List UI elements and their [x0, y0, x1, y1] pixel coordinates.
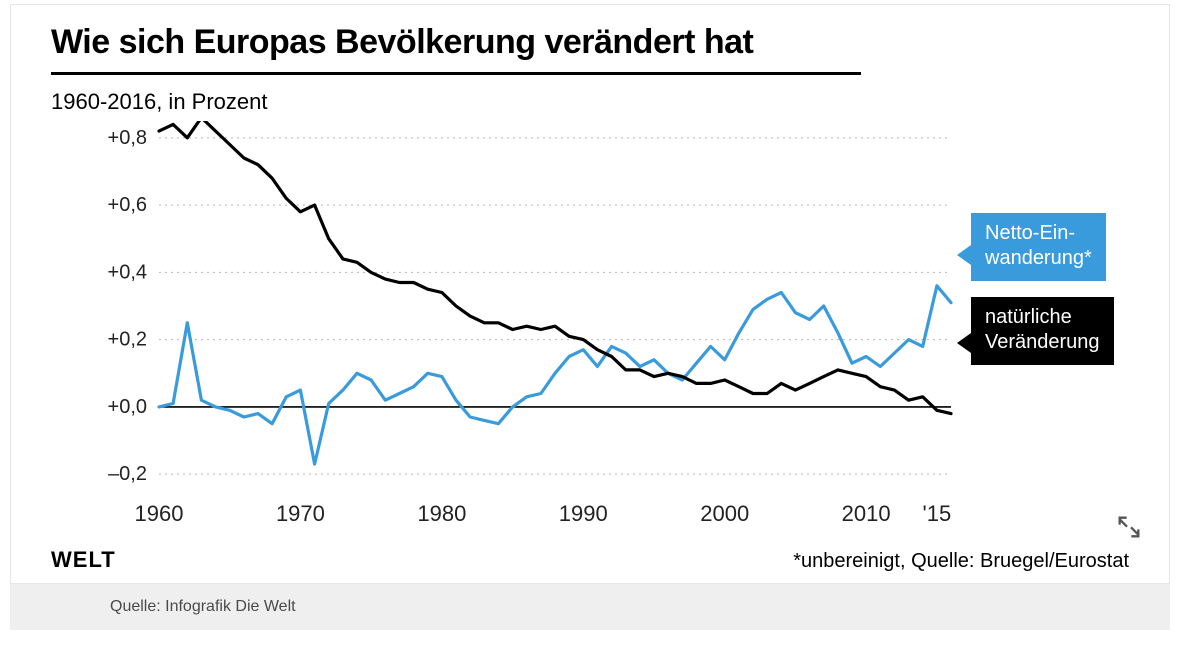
legend-netto-label: Netto-Ein-wanderung* [985, 222, 1092, 269]
chart-title: Wie sich Europas Bevölkerung verändert h… [51, 23, 1129, 62]
chart-card: Wie sich Europas Bevölkerung verändert h… [10, 4, 1170, 584]
chart-footer: WELT *unbereinigt, Quelle: Bruegel/Euros… [51, 547, 1129, 573]
chart-area: –0,2 +0,0 +0,2 +0,4 +0,6 +0,8 1960 1970 1980 1990… [51, 121, 1129, 531]
svg-text:–0,2: –0,2 [108, 463, 147, 485]
title-rule [51, 72, 861, 75]
line-chart-svg: –0,2 +0,0 +0,2 +0,4 +0,6 +0,8 1960 1970 1980 1990… [51, 121, 1131, 531]
svg-text:2010: 2010 [842, 501, 891, 526]
caption-text: Quelle: Infografik Die Welt [110, 598, 296, 615]
legend-netto-notch [957, 245, 971, 265]
chart-subtitle: 1960-2016, in Prozent [51, 89, 1129, 115]
svg-text:+0,4: +0,4 [108, 261, 147, 283]
legend-natural-label: natürlicheVeränderung [985, 306, 1100, 353]
legend-netto: Netto-Ein-wanderung* [971, 213, 1106, 281]
legend-natural: natürlicheVeränderung [971, 297, 1114, 365]
brand-logo: WELT [51, 547, 116, 573]
source-note: *unbereinigt, Quelle: Bruegel/Eurostat [793, 550, 1129, 573]
svg-text:2000: 2000 [700, 501, 749, 526]
svg-text:+0,2: +0,2 [108, 329, 147, 351]
svg-text:+0,0: +0,0 [108, 396, 147, 418]
svg-text:1990: 1990 [559, 501, 608, 526]
legend-natural-notch [957, 333, 971, 353]
caption-bar: Quelle: Infografik Die Welt [10, 584, 1170, 630]
svg-text:+0,6: +0,6 [108, 194, 147, 216]
svg-text:'15: '15 [923, 501, 952, 526]
svg-text:1960: 1960 [135, 501, 184, 526]
svg-text:+0,8: +0,8 [108, 127, 147, 149]
svg-text:1970: 1970 [276, 501, 325, 526]
svg-text:1980: 1980 [417, 501, 466, 526]
expand-icon[interactable] [1115, 513, 1143, 541]
